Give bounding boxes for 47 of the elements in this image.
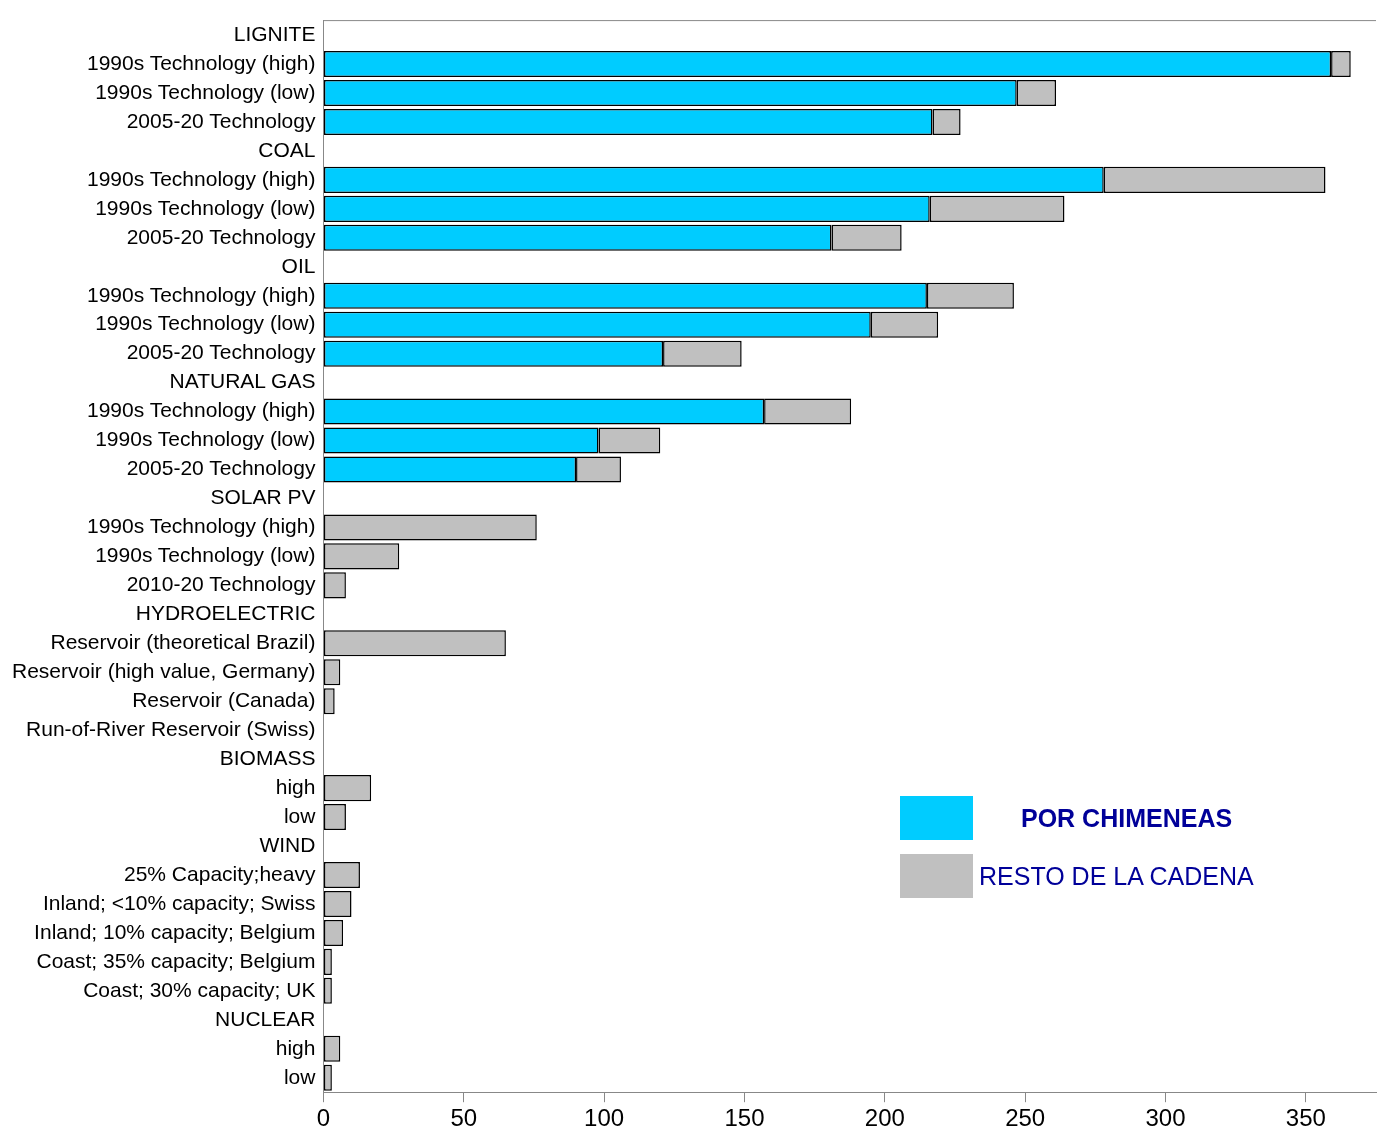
y-tick-label: Run-of-River Reservoir (Swiss)	[26, 716, 316, 740]
x-tick-label: 300	[1145, 1104, 1186, 1132]
y-tick-label: 25% Capacity;heavy	[123, 861, 316, 885]
x-tick-label: 350	[1285, 1104, 1326, 1132]
x-tick-label: 50	[450, 1104, 478, 1132]
legend-label: RESTO DE LA CADENA	[979, 861, 1254, 891]
y-tick-label: OIL	[281, 253, 316, 277]
y-tick-label: NUCLEAR	[215, 1006, 316, 1030]
legend-label: POR CHIMENEAS	[1021, 803, 1233, 833]
y-tick-label: 1990s Technology (low)	[95, 543, 316, 567]
y-tick-label: 1990s Technology (low)	[95, 311, 316, 335]
y-tick-label: 2005-20 Technology	[126, 340, 316, 364]
y-tick-label: low	[283, 803, 317, 827]
x-tick-label: 200	[864, 1104, 905, 1132]
y-tick-label: BIOMASS	[219, 745, 316, 769]
y-tick-label: high	[275, 774, 316, 798]
y-tick-label: HYDROELECTRIC	[135, 601, 316, 625]
y-tick-label: Reservoir (theoretical Brazil)	[50, 630, 316, 654]
x-tick-label: 150	[724, 1104, 765, 1132]
y-tick-label: COAL	[258, 137, 316, 161]
y-tick-label: 1990s Technology (high)	[87, 282, 316, 306]
y-tick-label: 2005-20 Technology	[126, 224, 316, 248]
y-tick-label: 1990s Technology (high)	[87, 166, 316, 190]
y-tick-label: 2010-20 Technology	[126, 572, 316, 596]
y-tick-label: low	[283, 1064, 317, 1088]
y-tick-label: Coast; 35% capacity; Belgium	[36, 948, 316, 972]
y-tick-label: Reservoir (Canada)	[132, 688, 316, 712]
y-tick-label: 1990s Technology (high)	[87, 50, 316, 74]
y-tick-label: SOLAR PV	[210, 485, 316, 509]
x-tick-label: 0	[316, 1104, 331, 1132]
y-tick-label: 2005-20 Technology	[126, 456, 316, 480]
y-tick-label: 2005-20 Technology	[126, 108, 316, 132]
y-tick-label: Coast; 30% capacity; UK	[83, 977, 316, 1001]
y-tick-label: NATURAL GAS	[169, 369, 316, 393]
y-tick-label: WIND	[259, 832, 316, 856]
y-tick-label: 1990s Technology (high)	[87, 514, 316, 538]
y-tick-label: 1990s Technology (low)	[95, 427, 316, 451]
y-tick-label: high	[275, 1035, 316, 1059]
x-tick-label: 250	[1005, 1104, 1046, 1132]
y-tick-label: 1990s Technology (low)	[95, 195, 316, 219]
y-tick-label: 1990s Technology (high)	[87, 398, 316, 422]
y-tick-label: 1990s Technology (low)	[95, 79, 316, 103]
y-tick-label: Inland; <10% capacity; Swiss	[42, 890, 316, 914]
x-tick-label: 100	[584, 1104, 625, 1132]
y-tick-label: LIGNITE	[233, 21, 316, 45]
y-tick-label: Inland; 10% capacity; Belgium	[34, 919, 316, 943]
y-tick-label: Reservoir (high value, Germany)	[11, 659, 316, 683]
